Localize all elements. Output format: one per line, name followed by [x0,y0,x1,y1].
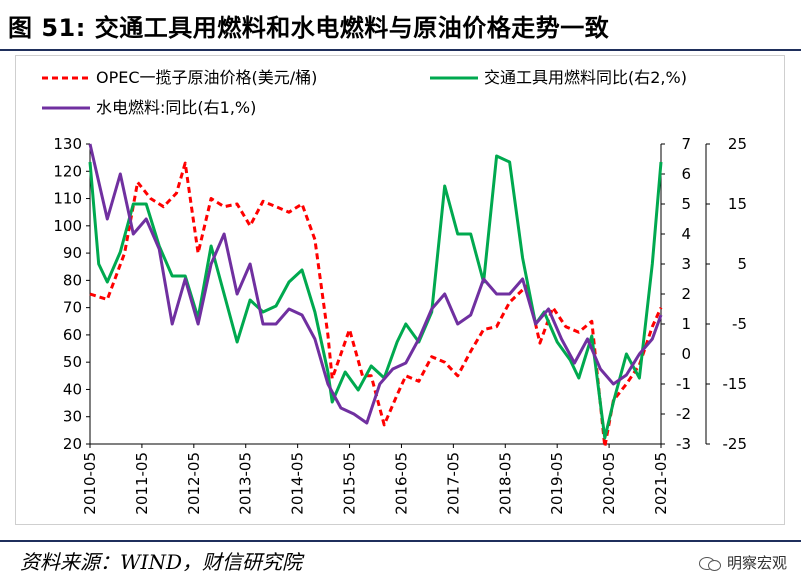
x-tick-label: 2019-05 [548,452,566,515]
series-line-1 [89,161,663,449]
y-tick-label-right1: 5 [681,195,691,213]
y-tick-label-left: 20 [63,435,82,453]
y-tick-label-right2: 5 [737,255,747,273]
y-tick-label-left: 70 [63,299,82,317]
brand-mark: 明察宏观 [698,552,787,573]
y-tick-label-left: 30 [63,408,82,426]
y-tick-label-left: 40 [63,380,82,398]
x-tick-label: 2010-05 [81,452,99,515]
legend-label-2: 交通工具用燃料同比(右2,%) [484,68,687,87]
y-tick-label-right2: -25 [723,435,748,453]
y-tick-label-left: 130 [53,135,82,153]
y-tick-label-right1: -1 [676,375,691,393]
x-tick-label: 2020-05 [600,452,618,515]
x-tick-label: 2018-05 [496,452,514,515]
x-tick-label: 2014-05 [289,452,307,515]
legend-label-3: 水电燃料:同比(右1,%) [96,98,256,117]
x-tick-label: 2012-05 [185,452,203,515]
y-tick-label-left: 100 [53,217,82,235]
y-tick-label-right1: -3 [676,435,691,453]
x-tick-label: 2016-05 [392,452,410,515]
legend-label-1: OPEC一揽子原油价格(美元/桶) [96,68,317,87]
wechat-icon [698,555,721,571]
page-title: 图 51: 交通工具用燃料和水电燃料与原油价格走势一致 [8,14,610,42]
series-line-2 [88,154,663,440]
y-tick-label-right1: 3 [681,255,691,273]
x-tick-label: 2015-05 [341,452,359,515]
x-tick-label: 2011-05 [133,452,151,515]
y-tick-label-left: 50 [63,353,82,371]
y-tick-label-left: 110 [53,190,82,208]
source-note: 资料来源：WIND，财信研究院 [20,550,302,574]
title-divider [0,49,801,51]
y-tick-label-left: 80 [63,271,82,289]
y-tick-label-right2: -15 [723,375,748,393]
x-tick-label: 2021-05 [652,452,670,515]
chart-frame [15,55,785,525]
y-tick-label-left: 120 [53,162,82,180]
series-line-3 [88,143,663,425]
footer-divider [0,540,801,542]
y-tick-label-right1: 6 [681,165,691,183]
x-tick-label: 2013-05 [237,452,255,515]
brand-label: 明察宏观 [726,554,787,572]
y-tick-label-right1: 7 [681,135,691,153]
line-chart: 130 120 110 100 90 80 70 60 50 40 30 20 7 6 5 4 3 2 1 0 -1 -2… [42,68,748,515]
y-tick-label-right2: 15 [728,195,747,213]
y-tick-label-right1: -2 [676,405,691,423]
y-tick-label-right1: 0 [681,345,691,363]
y-tick-label-left: 60 [63,326,82,344]
y-tick-label-right1: 1 [681,315,691,333]
y-tick-label-right1: 2 [681,285,691,303]
x-tick-label: 2017-05 [444,452,462,515]
y-tick-label-right2: -5 [732,315,747,333]
y-tick-label-right2: 25 [728,135,747,153]
y-tick-label-right1: 4 [681,225,691,243]
y-tick-label-left: 90 [63,244,82,262]
